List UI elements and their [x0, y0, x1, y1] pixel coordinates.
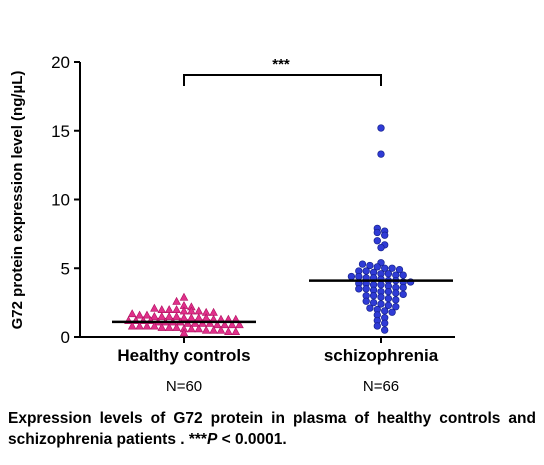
data-point-healthy: [235, 320, 244, 329]
x-category-label: Healthy controls: [117, 346, 250, 365]
data-points: [124, 124, 415, 337]
data-point-schizophrenia: [362, 267, 370, 275]
data-point-healthy: [164, 322, 174, 331]
data-point-schizophrenia: [392, 289, 400, 297]
sample-size-label: N=60: [166, 378, 202, 395]
data-point-schizophrenia: [362, 297, 370, 305]
data-point-healthy: [194, 324, 204, 333]
axes: [79, 62, 455, 338]
y-ticks: 0 5 10 15 20: [51, 53, 80, 347]
data-point-healthy: [187, 313, 196, 322]
data-point-healthy: [135, 321, 144, 330]
y-tick-label: 0: [61, 328, 70, 347]
significance-label: ***: [272, 56, 290, 73]
x-tick-labels: Healthy controls N=60 schizophrenia N=66: [117, 337, 439, 395]
data-point-schizophrenia: [355, 285, 363, 293]
data-point-schizophrenia: [366, 261, 374, 270]
data-point-schizophrenia: [377, 293, 385, 301]
x-category-label: schizophrenia: [324, 346, 439, 365]
y-axis-label: G72 protein expression level (ng/µL): [9, 71, 26, 330]
data-point-schizophrenia: [362, 285, 370, 293]
significance-bracket-line: [183, 74, 382, 86]
data-point-schizophrenia: [392, 296, 400, 304]
data-point-healthy: [209, 325, 218, 334]
data-point-healthy: [164, 311, 174, 320]
caption-text: Expression levels of G72 protein in plas…: [8, 410, 536, 448]
data-point-schizophrenia: [377, 150, 385, 158]
data-point-schizophrenia: [347, 272, 356, 281]
data-point-healthy: [135, 310, 144, 319]
data-point-healthy: [194, 306, 204, 315]
data-point-schizophrenia: [395, 265, 404, 274]
data-point-schizophrenia: [373, 228, 381, 237]
data-point-schizophrenia: [373, 263, 381, 271]
data-point-schizophrenia: [399, 283, 407, 292]
data-point-healthy: [172, 296, 181, 305]
data-point-healthy: [231, 327, 241, 336]
data-point-healthy: [216, 325, 226, 334]
data-point-healthy: [142, 321, 152, 330]
data-point-schizophrenia: [399, 271, 407, 279]
significance-bracket: ***: [183, 56, 382, 86]
data-point-schizophrenia: [366, 304, 374, 312]
y-tick-label: 20: [51, 53, 70, 72]
data-point-schizophrenia: [377, 300, 385, 308]
data-point-healthy: [142, 310, 152, 319]
data-point-schizophrenia: [373, 322, 381, 330]
data-point-schizophrenia: [369, 298, 378, 307]
median-lines: [112, 279, 453, 324]
data-point-schizophrenia: [377, 124, 385, 132]
data-point-schizophrenia: [388, 308, 396, 316]
data-point-schizophrenia: [381, 326, 389, 334]
data-point-schizophrenia: [377, 243, 385, 252]
data-point-healthy: [150, 311, 159, 320]
y-tick-label: 5: [61, 259, 70, 278]
data-point-healthy: [157, 305, 167, 314]
sample-size-label: N=66: [363, 378, 399, 395]
data-point-schizophrenia: [392, 303, 400, 311]
data-point-healthy: [227, 320, 237, 329]
data-point-healthy: [127, 309, 137, 318]
data-point-schizophrenia: [384, 287, 393, 296]
figure-caption: Expression levels of G72 protein in plas…: [8, 408, 536, 450]
data-point-healthy: [157, 322, 167, 331]
data-point-healthy: [187, 324, 196, 333]
data-point-schizophrenia: [381, 264, 389, 272]
data-point-healthy: [172, 305, 181, 314]
data-point-schizophrenia: [388, 264, 396, 272]
data-point-schizophrenia: [355, 272, 363, 281]
data-point-schizophrenia: [381, 307, 389, 315]
data-point-schizophrenia: [381, 231, 389, 239]
data-point-schizophrenia: [399, 290, 407, 299]
y-tick-label: 15: [51, 122, 70, 141]
caption-p-rest: < 0.0001.: [217, 431, 287, 448]
data-point-healthy: [209, 307, 218, 316]
data-point-schizophrenia: [369, 292, 378, 300]
data-point-schizophrenia: [384, 294, 393, 303]
data-point-healthy: [201, 325, 211, 334]
data-point-healthy: [224, 327, 233, 336]
data-point-schizophrenia: [373, 237, 381, 245]
data-point-schizophrenia: [377, 281, 385, 289]
data-point-healthy: [172, 322, 181, 331]
y-tick-label: 10: [51, 191, 70, 210]
data-point-healthy: [212, 320, 222, 329]
data-point-healthy: [194, 313, 204, 322]
data-point-healthy: [172, 311, 181, 320]
data-point-healthy: [150, 321, 159, 330]
data-point-schizophrenia: [384, 301, 393, 310]
data-point-schizophrenia: [381, 319, 389, 327]
dot-plot-chart: 0 5 10 15 20 G72 protein expression level (n…: [9, 53, 455, 395]
data-point-healthy: [150, 303, 159, 312]
data-point-healthy: [179, 328, 189, 337]
data-point-schizophrenia: [358, 260, 367, 268]
data-point-healthy: [220, 320, 230, 329]
data-point-schizophrenia: [384, 270, 393, 278]
data-point-healthy: [164, 305, 174, 314]
data-point-healthy: [157, 311, 167, 320]
caption-p-label: P: [206, 431, 218, 448]
data-point-healthy: [179, 292, 189, 301]
data-point-healthy: [127, 321, 137, 330]
